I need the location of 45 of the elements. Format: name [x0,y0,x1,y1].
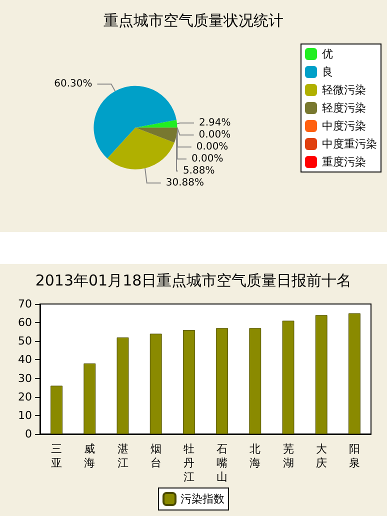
x-tick-label: 牡丹江 [183,442,194,484]
text: 0.00% [196,142,228,153]
legend-label: 重度污染 [322,156,366,168]
data-label: 2.94% [199,118,231,129]
chart-title: 重点城市空气质量状况统计 [104,12,284,30]
y-tick-label: 0 [25,428,32,440]
bar [315,315,328,434]
data-label: 30.88% [166,178,204,189]
bar [216,328,228,434]
legend-label: 轻度污染 [322,102,366,114]
text: 0.00% [198,130,231,141]
y-tick-label: 20 [18,390,32,404]
x-tick-label: 湛江 [117,442,128,470]
x-tick-label: 三亚 [51,442,62,470]
bar [282,320,294,434]
bar [348,313,360,434]
data-label: 60.30% [54,78,92,90]
x-tick-label: 威海 [84,442,96,470]
legend-label: 污染指数 [180,492,224,506]
x-tick-label: 烟台 [150,442,162,470]
y-tick-label: 40 [18,353,32,366]
bar [50,386,63,434]
x-tick-label: 芜湖 [282,442,294,470]
y-tick-label: 60 [18,316,32,330]
bar [182,330,195,434]
legend-label: 中度污染 [322,120,366,132]
y-tick-label: 50 [18,334,32,348]
x-tick-label: 北海 [250,442,261,470]
bar [116,337,129,434]
legend-label: 良 [322,66,333,78]
y-tick-label: 30 [18,372,32,385]
y-tick-label: 10 [18,408,32,422]
bar [150,334,162,434]
bar [84,363,96,434]
x-tick-label: 阳泉 [348,442,360,470]
y-tick-label: 70 [18,298,32,310]
legend-label: 轻微污染 [322,84,366,96]
chart-title: 2013年01月18日重点城市空气质量日报前十名 [35,272,352,290]
x-tick-label: 石嘴山 [216,442,228,484]
text: 0.00% [191,154,224,165]
bar [249,328,262,434]
x-tick-label: 大庆 [316,442,327,470]
data-label: 5.88% [182,166,215,177]
legend-label: 优 [322,48,333,60]
legend-label: 中度重污染 [322,138,377,150]
